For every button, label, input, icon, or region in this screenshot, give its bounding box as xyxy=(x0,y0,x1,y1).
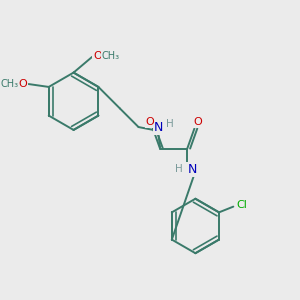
Text: O: O xyxy=(19,79,28,89)
Text: Cl: Cl xyxy=(236,200,247,210)
Text: O: O xyxy=(146,117,154,127)
Text: O: O xyxy=(194,117,203,127)
Text: CH₃: CH₃ xyxy=(102,51,120,61)
Text: CH₃: CH₃ xyxy=(0,79,18,89)
Text: O: O xyxy=(93,51,102,61)
Text: H: H xyxy=(175,164,182,175)
Text: H: H xyxy=(166,118,173,129)
Text: N: N xyxy=(188,163,197,176)
Text: N: N xyxy=(154,121,163,134)
